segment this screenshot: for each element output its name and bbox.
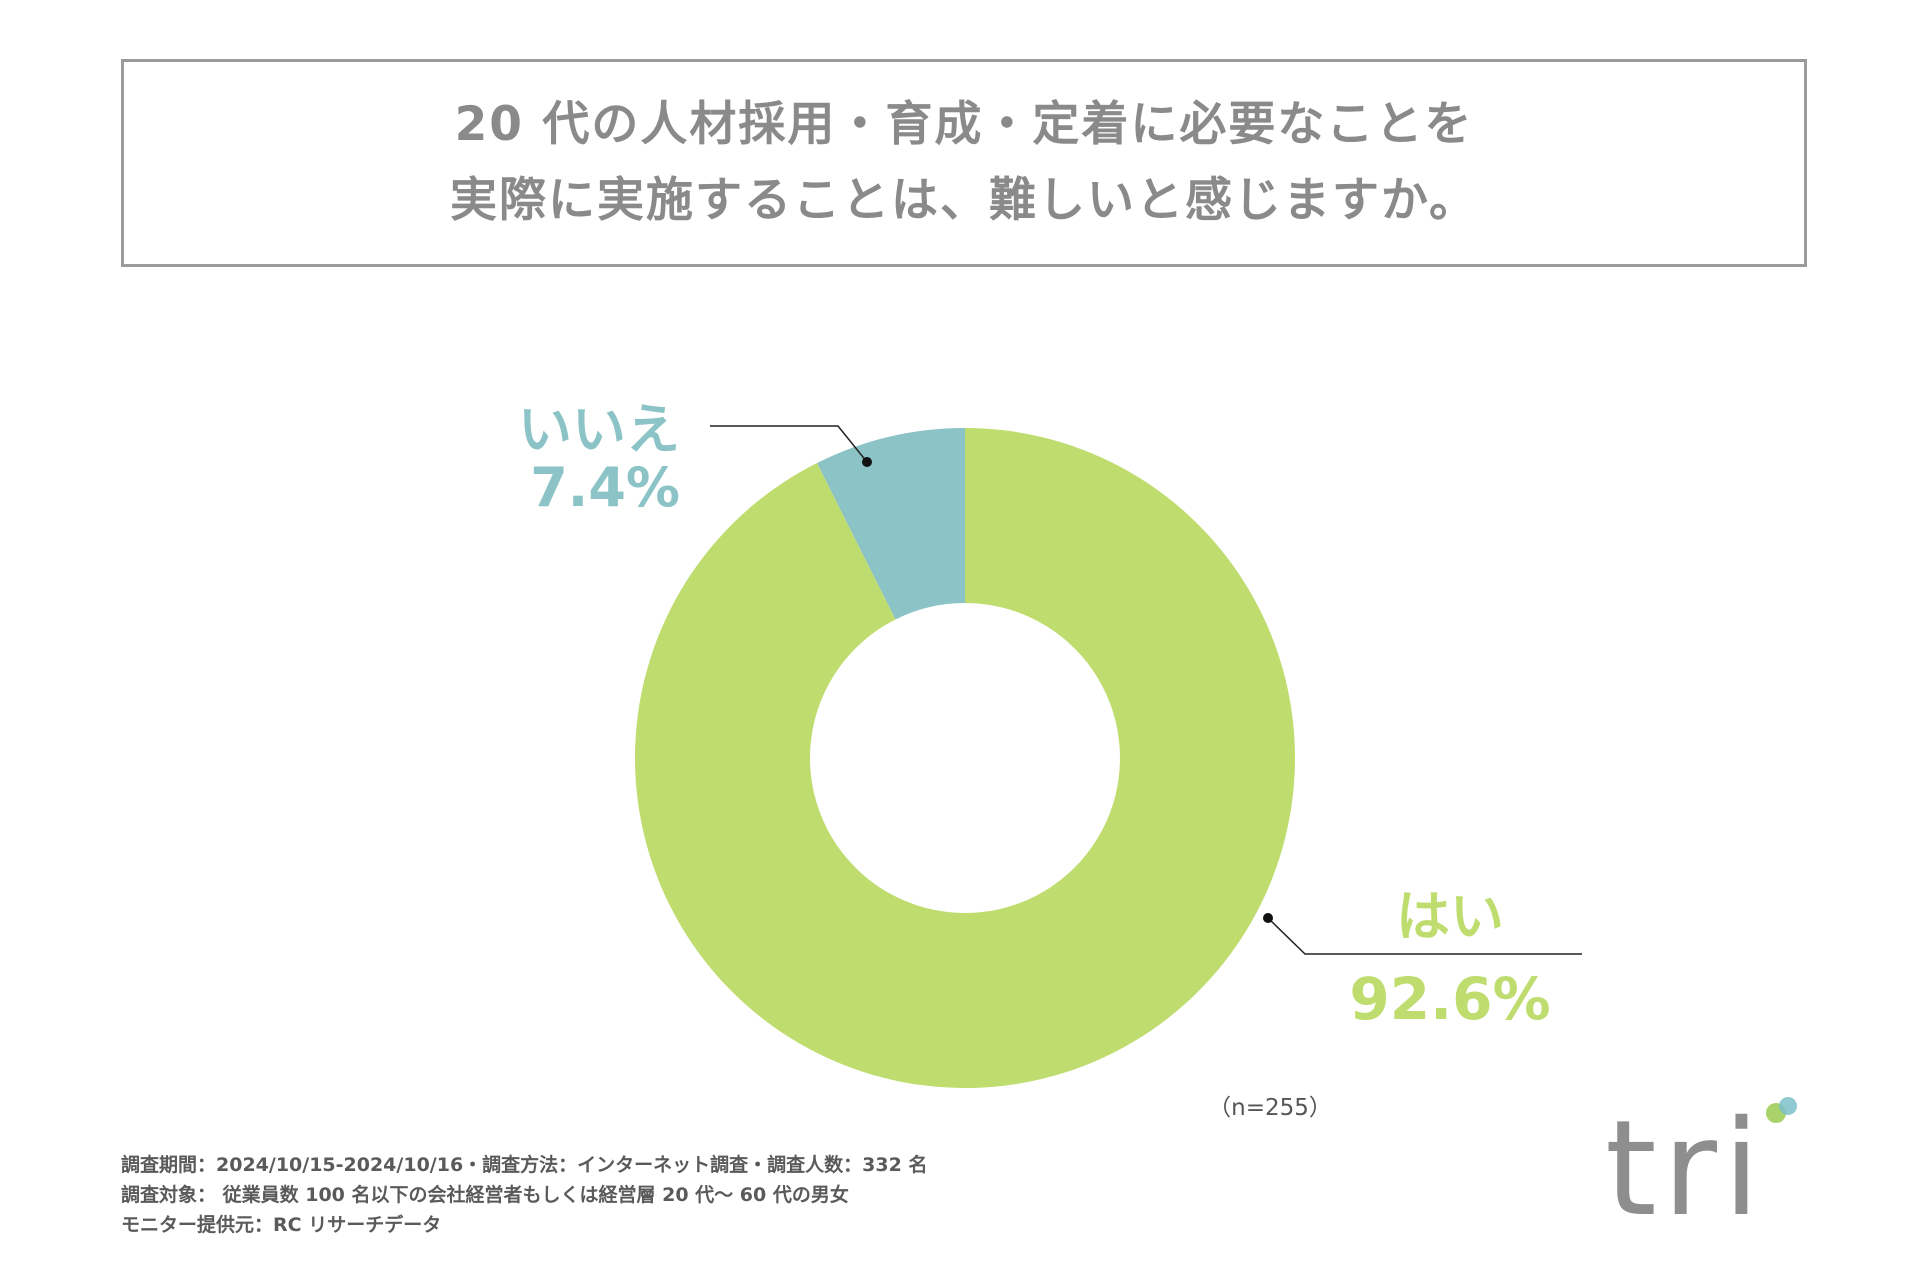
footnote-survey-target: 調査対象： 従業員数 100 名以下の会社経営者もしくは経営層 20 代〜 60… [121, 1184, 849, 1206]
no-leader-dot [862, 457, 872, 467]
chart-title-line-1: 20 代の人材採用・育成・定着に必要なことを [454, 97, 1474, 152]
donut-slice-no [817, 428, 965, 620]
chart-title-line-2: 実際に実施することは、難しいと感じますか。 [449, 173, 1479, 228]
survey-footnotes: 調査期間：2024/10/15-2024/10/16・調査方法：インターネット調… [121, 1150, 927, 1240]
slice-label-no-name: いいえ [518, 398, 680, 461]
sample-size-note: （n=255） [1208, 1095, 1332, 1121]
no-leader-line [710, 425, 868, 463]
yes-leader-dot [1263, 913, 1273, 923]
logo-text: tri [1605, 1092, 1766, 1246]
logo-dot-icon [1766, 1097, 1797, 1123]
footnote-monitor-provider: モニター提供元：RC リサーチデータ [121, 1214, 442, 1236]
donut-slice-yes [634, 428, 1295, 1088]
slice-label-yes-name: はい [1396, 885, 1504, 948]
tri-logo: tri [1605, 1090, 1815, 1235]
footnote-survey-period: 調査期間：2024/10/15-2024/10/16・調査方法：インターネット調… [121, 1154, 928, 1176]
slice-label-no-value: 7.4% [530, 456, 680, 519]
logo-dot-teal [1779, 1097, 1797, 1115]
chart-title-box: 20 代の人材採用・育成・定着に必要なことを 実際に実施することは、難しいと感じ… [121, 59, 1807, 267]
slice-label-yes-value: 92.6% [1349, 965, 1551, 1033]
yes-leader-line [1267, 917, 1582, 955]
